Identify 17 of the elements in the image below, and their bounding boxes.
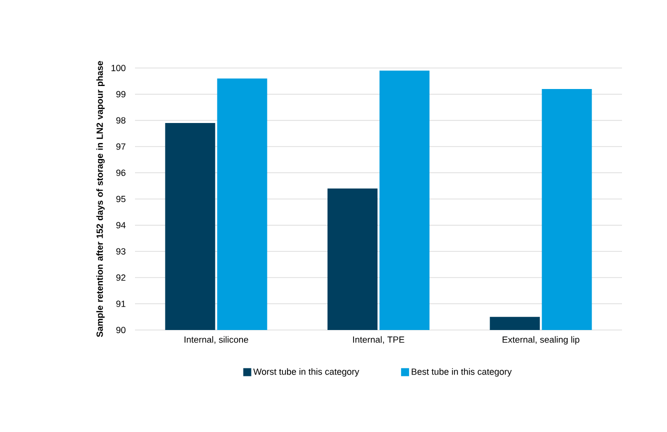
- legend-label: Best tube in this category: [412, 368, 512, 377]
- y-tick-label: 99: [116, 91, 126, 98]
- y-tick-label: 98: [116, 117, 126, 124]
- y-tick-label: 96: [116, 170, 126, 176]
- legend-label: Worst tube in this category: [253, 368, 360, 377]
- y-tick-label: 94: [116, 222, 126, 228]
- y-axis-title: Sample retention after 152 days of storage in LN2 vapour phase: [96, 61, 105, 337]
- x-tick-label: Internal, silicone: [184, 336, 248, 344]
- y-tick-label: 97: [116, 143, 126, 150]
- y-tick-label: 95: [116, 196, 126, 202]
- y-tick-label: 100: [112, 64, 126, 72]
- y-tick-label: 93: [116, 248, 126, 255]
- x-tick-label: Internal, TPE: [353, 336, 404, 344]
- y-tick-label: 91: [116, 300, 126, 307]
- x-tick-label: External, sealing lip: [502, 336, 580, 345]
- y-tick-label: 92: [116, 274, 126, 281]
- y-tick-label: 90: [116, 326, 126, 334]
